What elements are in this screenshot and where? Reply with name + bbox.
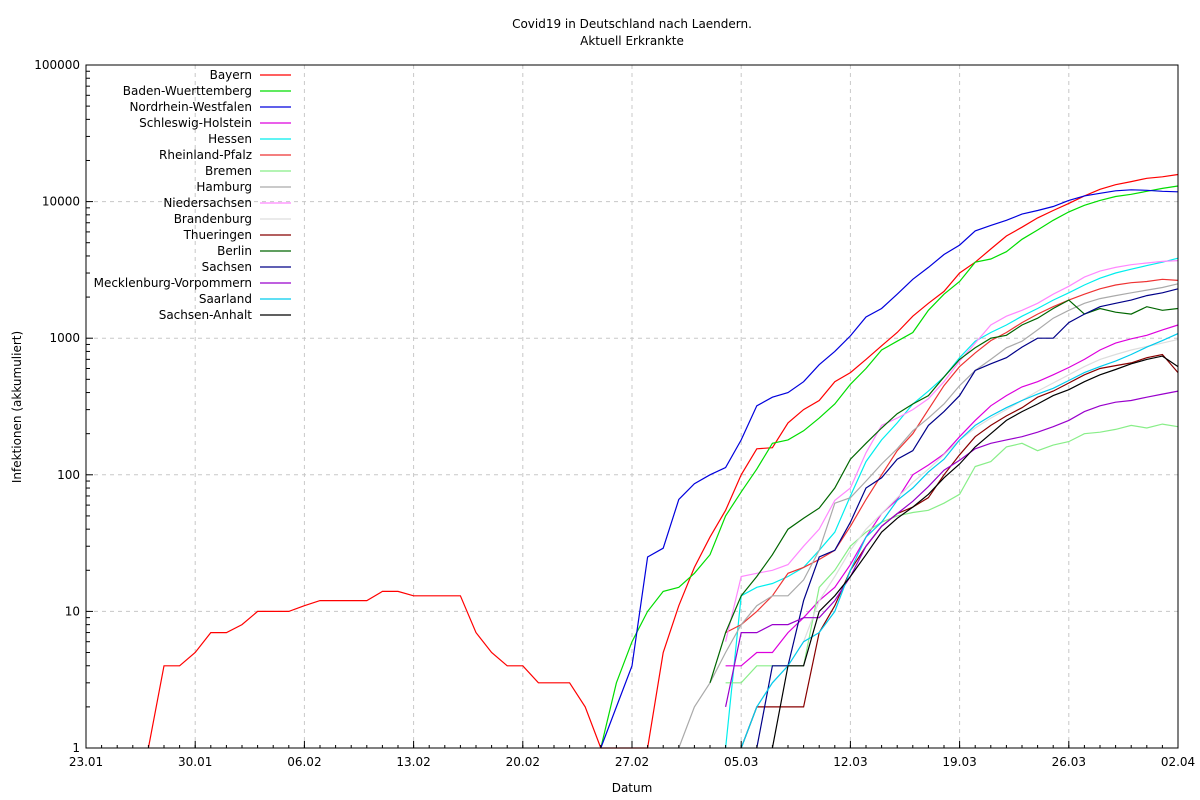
legend-label-hamburg: Hamburg: [196, 180, 252, 194]
x-tick-label: 12.03: [833, 755, 867, 769]
series-line-hamburg: [678, 283, 1179, 749]
x-tick-label: 19.03: [942, 755, 976, 769]
series-line-schleswig-holstein: [725, 324, 1179, 667]
x-tick-label: 20.02: [506, 755, 540, 769]
series-line-berlin: [709, 299, 1179, 683]
legend-label-nordrhein-westfalen: Nordrhein-Westfalen: [129, 100, 252, 114]
series-line-niedersachsen: [725, 260, 1179, 642]
x-tick-label: 13.02: [396, 755, 430, 769]
legend-label-sachsen: Sachsen: [202, 260, 252, 274]
y-tick-label: 1000: [49, 331, 80, 345]
x-tick-label: 05.03: [724, 755, 758, 769]
legend-label-bayern: Bayern: [210, 68, 252, 82]
series-line-hessen: [725, 257, 1179, 749]
series-line-saarland: [740, 333, 1179, 749]
legend-label-baden-wuerttemberg: Baden-Wuerttemberg: [123, 84, 252, 98]
x-axis-ticks: 23.01 30.01 06.02 13.02 20.02 27.02 05.03 12.03…: [69, 741, 1195, 769]
legend-label-niedersachsen: Niedersachsen: [163, 196, 252, 210]
x-tick-label: 23.01: [69, 755, 103, 769]
series-lines: [147, 173, 1179, 749]
y-tick-label: 100000: [34, 58, 80, 72]
series-line-nordrhein-westfalen: [600, 189, 1179, 749]
legend-label-berlin: Berlin: [217, 244, 252, 258]
legend-label-brandenburg: Brandenburg: [174, 212, 252, 226]
x-tick-label: 26.03: [1052, 755, 1086, 769]
x-tick-label: 30.01: [178, 755, 212, 769]
y-axis-label: Infektionen (akkumuliert): [10, 331, 24, 483]
series-line-sachsen-anhalt: [771, 355, 1179, 749]
y-tick-label: 1: [72, 741, 80, 755]
series-line-sachsen: [756, 288, 1179, 749]
y-axis-ticks: 1 10 100 1000 10000 100000: [34, 58, 93, 755]
series-line-brandenburg: [740, 338, 1179, 749]
legend-label-thueringen: Thueringen: [183, 228, 252, 242]
y-tick-label: 10: [65, 604, 80, 618]
x-tick-label: 02.04: [1161, 755, 1195, 769]
grid: [86, 65, 1178, 748]
x-tick-label: 06.02: [287, 755, 321, 769]
series-line-baden-wuerttemberg: [600, 185, 1179, 749]
legend-label-hessen: Hessen: [208, 132, 252, 146]
legend: Bayern Baden-Wuerttemberg Nordrhein-Westfa…: [94, 68, 291, 322]
y-tick-label: 10000: [42, 195, 80, 209]
series-line-thueringen: [740, 353, 1179, 749]
chart-title: Covid19 in Deutschland nach Laendern.: [512, 17, 752, 31]
y-tick-label: 100: [57, 468, 80, 482]
x-axis-label: Datum: [612, 781, 653, 795]
series-line-bayern: [147, 173, 1179, 749]
legend-label-saarland: Saarland: [199, 292, 252, 306]
legend-label-schleswig-holstein: Schleswig-Holstein: [139, 116, 252, 130]
legend-label-rheinland-pfalz: Rheinland-Pfalz: [159, 148, 252, 162]
x-tick-label: 27.02: [615, 755, 649, 769]
legend-label-bremen: Bremen: [205, 164, 252, 178]
series-line-mecklenburg-vorpommern: [725, 390, 1179, 708]
legend-label-mecklenburg-vorpommern: Mecklenburg-Vorpommern: [94, 276, 252, 290]
legend-label-sachsen-anhalt: Sachsen-Anhalt: [159, 308, 253, 322]
series-line-rheinland-pfalz: [725, 278, 1179, 634]
chart-subtitle: Aktuell Erkrankte: [580, 34, 684, 48]
